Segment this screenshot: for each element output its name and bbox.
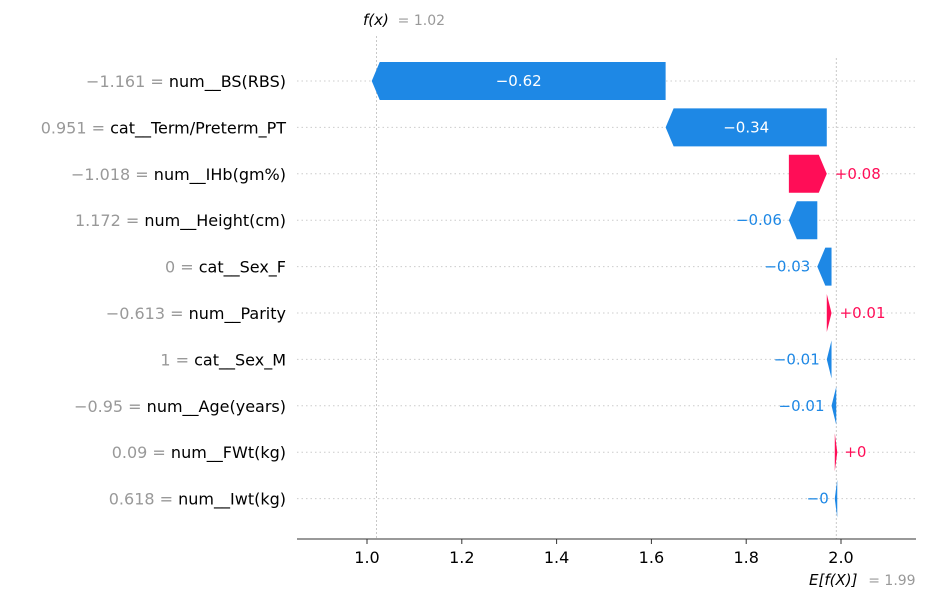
feature-value: 0.618 = — [109, 490, 178, 509]
feature-value: 0 = — [165, 258, 199, 277]
x-tick-label: 1.0 — [354, 548, 379, 567]
efx-annotation: E[f(X)] = 1.99 — [809, 571, 916, 589]
feature-name: cat__Term/Preterm_PT — [110, 118, 286, 138]
feature-label-3: 1.172 = num__Height(cm) — [75, 211, 286, 231]
feature-value: −1.018 = — [71, 165, 154, 184]
bar-8 — [834, 433, 838, 472]
feature-name: num__Age(years) — [147, 397, 286, 417]
svg-text:f(x) = 1.02: f(x) = 1.02 — [363, 11, 445, 29]
feature-label-6: 1 = cat__Sex_M — [160, 350, 286, 370]
feature-name: num__Iwt(kg) — [178, 490, 286, 510]
feature-label-9: 0.618 = num__Iwt(kg) — [109, 490, 286, 510]
feature-name: num__Height(cm) — [144, 211, 286, 231]
bar-label-6: −0.01 — [774, 350, 820, 368]
bar-9 — [834, 479, 838, 518]
feature-label-7: −0.95 = num__Age(years) — [74, 397, 286, 417]
bar-4 — [817, 247, 832, 286]
feature-value: 1 = — [160, 350, 194, 369]
fx-annotation: f(x) = 1.02 — [363, 11, 445, 29]
bar-5 — [826, 294, 832, 332]
feature-name: cat__Sex_F — [199, 258, 286, 278]
bar-label-3: −0.06 — [736, 211, 782, 229]
feature-name: cat__Sex_M — [194, 350, 286, 370]
feature-value: 0.09 = — [112, 443, 171, 462]
feature-label-0: −1.161 = num__BS(RBS) — [86, 72, 286, 92]
feature-value: 0.951 = — [41, 118, 110, 137]
x-tick-label: 1.8 — [733, 548, 758, 567]
bar-label-8: +0 — [844, 443, 866, 461]
bar-label-1: −0.34 — [723, 118, 769, 136]
fx-label: f(x) — [363, 11, 389, 29]
feature-label-4: 0 = cat__Sex_F — [165, 258, 286, 278]
feature-label-5: −0.613 = num__Parity — [106, 304, 286, 324]
x-tick-label: 1.4 — [544, 548, 569, 567]
bar-label-5: +0.01 — [840, 304, 886, 322]
feature-name: num__IHb(gm%) — [154, 165, 286, 185]
bar-0 — [371, 62, 666, 100]
feature-label-2: −1.018 = num__IHb(gm%) — [71, 165, 286, 185]
x-axis-ticks: 1.0 1.2 1.4 1.6 1.8 2.0 — [354, 539, 854, 567]
feature-labels: −1.161 = num__BS(RBS) 0.951 = cat__Term/P… — [41, 72, 287, 510]
svg-text:E[f(X)] = 1.99: E[f(X)] = 1.99 — [809, 571, 916, 589]
feature-label-1: 0.951 = cat__Term/Preterm_PT — [41, 118, 287, 138]
feature-label-8: 0.09 = num__FWt(kg) — [112, 443, 286, 463]
x-tick-label: 1.2 — [449, 548, 474, 567]
bar-label-0: −0.62 — [496, 72, 542, 90]
bar-3 — [788, 201, 818, 240]
feature-name: num__BS(RBS) — [169, 72, 286, 92]
efx-label: E[f(X)] — [809, 571, 858, 589]
feature-name: num__FWt(kg) — [171, 443, 286, 463]
bar-2 — [788, 154, 827, 193]
fx-value: = 1.02 — [398, 13, 445, 29]
bar-1 — [665, 108, 827, 147]
feature-value: −0.613 = — [106, 304, 189, 323]
bars: −0.62 −0.34 +0.08 −0.06 −0.03 +0.01 −0.01 −0.01… — [371, 62, 886, 518]
feature-name: num__Parity — [189, 304, 286, 324]
x-tick-label: 1.6 — [639, 548, 664, 567]
feature-value: −1.161 = — [86, 72, 169, 91]
bar-7 — [831, 386, 837, 425]
x-tick-label: 2.0 — [828, 548, 853, 567]
bar-label-2: +0.08 — [835, 165, 881, 183]
feature-value: 1.172 = — [75, 211, 144, 230]
bar-label-4: −0.03 — [764, 258, 810, 276]
bar-label-7: −0.01 — [779, 397, 825, 415]
bar-label-9: −0 — [807, 490, 829, 508]
feature-value: −0.95 = — [74, 397, 147, 416]
efx-value: = 1.99 — [868, 573, 915, 589]
bar-6 — [826, 340, 832, 379]
